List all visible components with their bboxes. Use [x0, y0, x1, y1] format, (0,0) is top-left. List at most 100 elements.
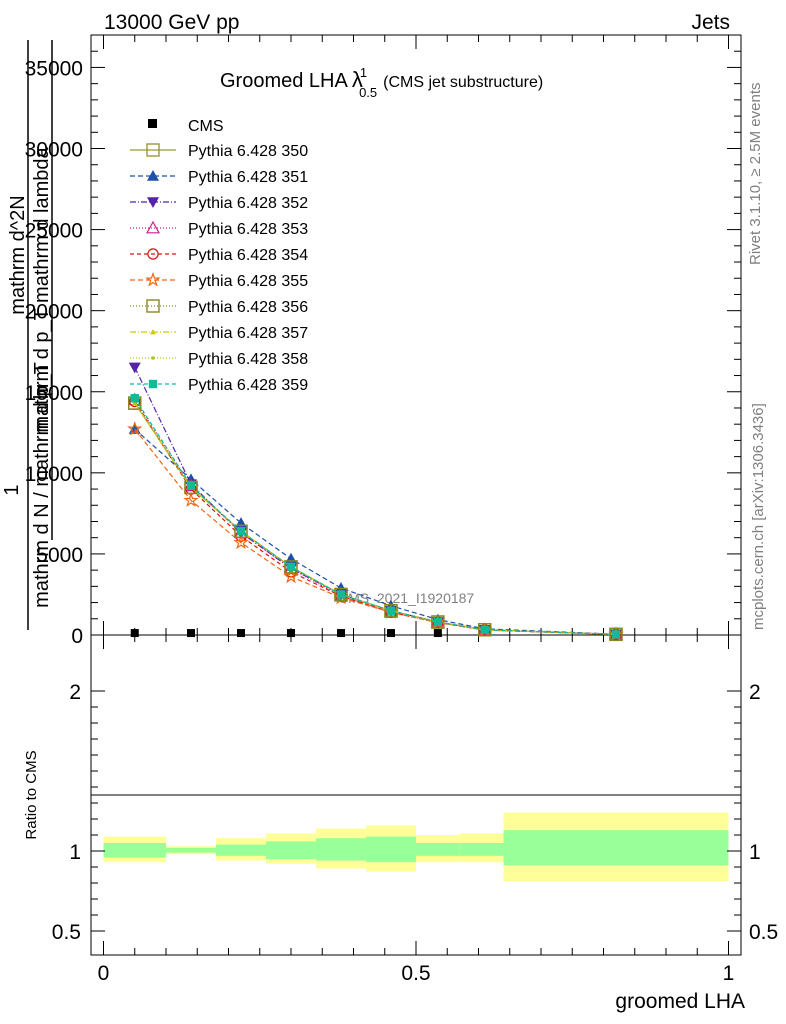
series-line-1	[134, 428, 617, 635]
analysis-watermark: CMS_2021_I1920187	[338, 590, 474, 606]
series-9-point-4	[336, 590, 346, 599]
series-6-point-4	[334, 587, 348, 602]
ratio-y-axis-label: Ratio to CMS	[23, 750, 40, 839]
legend-label-7: Pythia 6.428 357	[188, 325, 308, 342]
ratio-y-tick-label-right-2: 2	[749, 681, 761, 704]
legend-label-6: Pythia 6.428 356	[188, 299, 308, 316]
legend-label-5: Pythia 6.428 355	[188, 273, 308, 290]
cms-data-points	[130, 629, 442, 638]
ratio-band-green-2	[216, 844, 266, 856]
legend-marker-2	[147, 197, 159, 208]
legend-label-1: Pythia 6.428 351	[188, 169, 308, 186]
ratio-band-green-7	[459, 843, 504, 856]
legend-marker-7	[150, 329, 156, 335]
legend-label-9: Pythia 6.428 359	[188, 377, 308, 394]
legend-marker-0	[146, 143, 160, 157]
ratio-band-green-8	[503, 830, 729, 866]
legend-marker-8	[151, 356, 155, 360]
series-6-point-3	[284, 560, 298, 574]
main-y-tick-label-7: 35000	[25, 57, 83, 80]
main-y-tick-label-6: 30000	[25, 139, 83, 162]
main-y-axis-label: mathrm d^2N mathrm d p_T mathrm d lambda…	[1, 40, 53, 630]
cms-point-4	[337, 629, 345, 638]
series-9-point-0	[130, 394, 139, 403]
ylabel-line-num: mathrm d^2N	[7, 195, 29, 314]
cms-point-0	[130, 629, 139, 638]
ratio-band-green-6	[416, 843, 460, 856]
legend-marker-6	[146, 299, 160, 313]
side-label-rivet: Rivet 3.1.10, ≥ 2.5M events	[747, 83, 764, 266]
series-9-point-5	[386, 606, 396, 615]
ratio-y-tick-label-right-1: 1	[749, 841, 761, 864]
main-y-tick-label-5: 25000	[25, 220, 83, 243]
title-subscript: 0.5	[359, 85, 377, 100]
ratio-band-green-0	[103, 843, 166, 858]
title-main: Groomed LHA	[220, 70, 348, 92]
series-line-8	[134, 402, 617, 635]
cms-point-1	[187, 629, 195, 638]
series-9-point-2	[236, 527, 246, 536]
ratio-band-green-5	[366, 836, 416, 863]
plot-title: Groomed LHA λ1 0.5 (CMS jet substructure)	[220, 65, 543, 100]
legend-label-8: Pythia 6.428 358	[188, 351, 308, 368]
ratio-y-tick-label-left-1: 1	[69, 841, 81, 864]
series-layer	[127, 362, 624, 642]
ratio-y-tick-label-left-0: 0.5	[52, 921, 81, 944]
legend-marker-4	[147, 248, 159, 260]
legend-label-4: Pythia 6.428 354	[188, 247, 308, 264]
legend: CMS Pythia 6.428 350 Pythia 6.428 351 Pythi…	[130, 118, 308, 394]
main-y-tick-label-4: 20000	[25, 301, 83, 324]
legend-marker-1	[147, 170, 159, 181]
legend-marker-3	[145, 220, 161, 234]
ratio-bands	[103, 812, 729, 882]
main-y-tick-label-3: 15000	[25, 382, 83, 405]
ratio-band-green-3	[266, 841, 316, 859]
legend-marker-5	[145, 271, 161, 287]
x-axis-ticks: 0 0.5 1	[98, 35, 735, 985]
cms-point-5	[387, 629, 395, 638]
series-9-point-8	[611, 630, 621, 639]
series-2-point-0	[128, 362, 141, 374]
x-axis-label: groomed LHA	[615, 990, 745, 1013]
series-6-point-1	[184, 480, 198, 495]
series-5-point-2	[233, 534, 249, 550]
ylabel-line-den: mathrm d p_T mathrm d lambda	[31, 146, 53, 432]
x-tick-label-1: 0.5	[401, 962, 430, 985]
cms-point-2	[237, 629, 245, 638]
ratio-band-green-4	[316, 838, 366, 861]
main-y-tick-label-1: 5000	[36, 544, 83, 567]
series-9-point-7	[480, 625, 489, 635]
series-9-point-3	[286, 562, 296, 572]
ratio-axis-ticks: 0.5 0.5 1 1 2 2	[52, 681, 778, 944]
ylabel-line-prefix: mathrm d N / mathrm d p_T	[31, 362, 53, 608]
main-y-tick-label-0: 0	[71, 625, 83, 648]
series-9-point-6	[433, 617, 443, 627]
header-energy: 13000 GeV pp	[104, 11, 239, 34]
side-label-mcplots: mcplots.cern.ch [arXiv:1306.3436]	[750, 403, 767, 630]
series-6-point-2	[234, 524, 248, 538]
legend-label-3: Pythia 6.428 353	[188, 221, 308, 238]
cms-point-6	[433, 629, 442, 638]
legend-label-0: Pythia 6.428 350	[188, 143, 308, 160]
series-5-point-3	[283, 568, 299, 584]
legend-label-2: Pythia 6.428 352	[188, 195, 308, 212]
ylabel-line-one: 1	[1, 484, 23, 495]
header-category: Jets	[691, 11, 730, 34]
title-superscript: 1	[360, 65, 367, 80]
main-axis-ticks: 0 5000 10000 15000 20000 25000 30000 35000	[25, 50, 741, 648]
ratio-y-tick-label-left-2: 2	[69, 681, 81, 704]
series-9-point-1	[186, 481, 196, 491]
series-5-point-0	[127, 420, 143, 436]
legend-marker-cms	[148, 119, 157, 128]
legend-label-cms: CMS	[188, 118, 224, 135]
title-suffix: (CMS jet substructure)	[383, 74, 543, 91]
series-6-point-6	[431, 615, 445, 629]
x-tick-label-2: 1	[723, 962, 735, 985]
title-lambda: λ	[352, 67, 363, 92]
series-6-point-5	[384, 603, 398, 618]
ratio-band-green-1	[166, 847, 216, 853]
ratio-y-tick-label-right-0: 0.5	[749, 921, 778, 944]
series-5-point-1	[183, 492, 199, 507]
